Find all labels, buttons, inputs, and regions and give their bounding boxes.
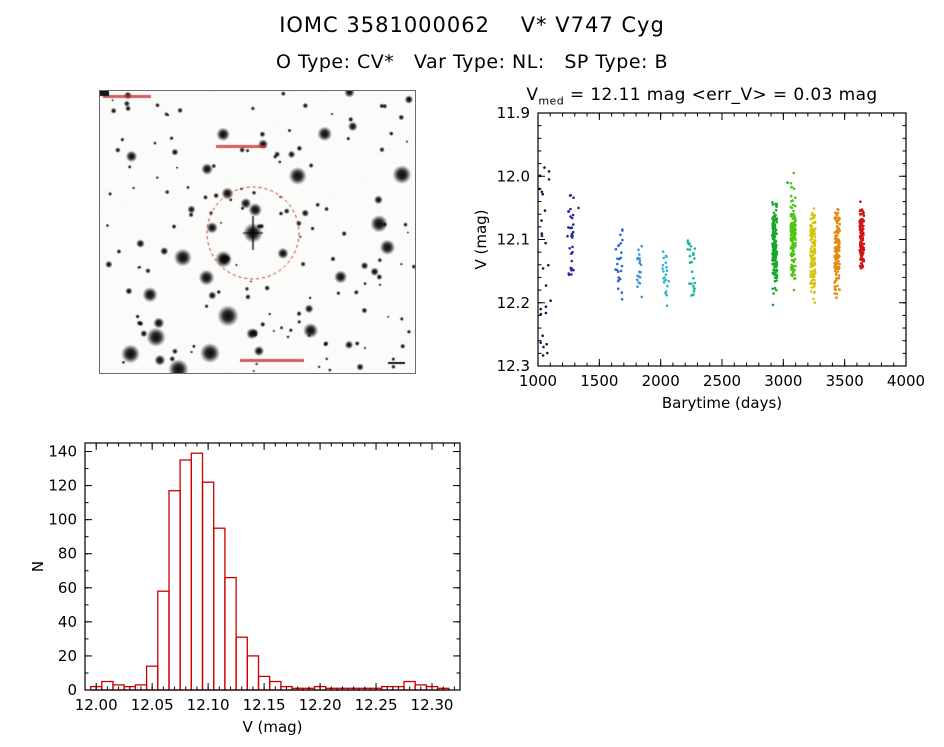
svg-text:80: 80 xyxy=(58,545,77,563)
finder-chart xyxy=(99,90,416,374)
svg-text:100: 100 xyxy=(48,511,77,529)
light-curve-points xyxy=(538,166,866,357)
epoch-cluster xyxy=(661,250,671,307)
svg-text:120: 120 xyxy=(48,477,77,495)
svg-text:2000: 2000 xyxy=(642,372,680,390)
axes xyxy=(84,442,461,691)
light-curve-title: Vmed = 12.11 mag <err_V> = 0.03 mag xyxy=(460,85,944,107)
svg-text:12.0: 12.0 xyxy=(497,167,530,185)
svg-text:20: 20 xyxy=(58,647,77,665)
svg-text:12.3: 12.3 xyxy=(497,357,530,375)
svg-text:N: N xyxy=(30,561,47,572)
svg-text:3500: 3500 xyxy=(826,372,864,390)
axis-labels: 1000 1500 2000 2500 3000 3500 4000 11.9 12.0 12.1… xyxy=(472,105,925,412)
epoch-cluster xyxy=(789,182,797,292)
svg-text:11.9: 11.9 xyxy=(497,105,530,122)
svg-text:12.10: 12.10 xyxy=(187,696,230,714)
svg-text:1500: 1500 xyxy=(580,372,618,390)
svg-text:4000: 4000 xyxy=(887,372,925,390)
epoch-cluster xyxy=(858,200,866,270)
epoch-cluster xyxy=(809,207,817,304)
svg-text:12.2: 12.2 xyxy=(497,294,530,312)
svg-text:12.05: 12.05 xyxy=(131,696,174,714)
axes xyxy=(537,112,907,367)
svg-text:V (mag): V (mag) xyxy=(242,718,302,736)
epoch-cluster xyxy=(635,244,644,299)
svg-text:12.1: 12.1 xyxy=(497,231,530,249)
svg-text:3000: 3000 xyxy=(764,372,802,390)
svg-text:40: 40 xyxy=(58,613,77,631)
finder-chart-image xyxy=(99,90,416,374)
svg-text:12.20: 12.20 xyxy=(299,696,342,714)
svg-text:60: 60 xyxy=(58,579,77,597)
svg-text:Barytime (days): Barytime (days) xyxy=(662,394,782,412)
svg-text:12.15: 12.15 xyxy=(243,696,286,714)
outlier-points xyxy=(538,171,796,349)
svg-text:12.30: 12.30 xyxy=(411,696,454,714)
svg-text:12.00: 12.00 xyxy=(75,696,118,714)
svg-text:1000: 1000 xyxy=(519,372,557,390)
histogram-bar-fills xyxy=(90,453,449,690)
histogram-bars xyxy=(89,452,450,691)
svg-text:12.25: 12.25 xyxy=(355,696,398,714)
epoch-cluster xyxy=(614,228,624,301)
epoch-cluster xyxy=(566,194,575,277)
page-title: IOMC 3581000062 V* V747 Cyg xyxy=(279,13,665,37)
svg-text:V (mag): V (mag) xyxy=(472,209,490,269)
svg-text:140: 140 xyxy=(48,443,77,461)
light-curve-plot: 1000 1500 2000 2500 3000 3500 4000 11.9 12.0 12.1… xyxy=(472,105,925,412)
light-curve-title-prefix: V xyxy=(526,85,539,105)
epoch-cluster xyxy=(833,208,842,299)
svg-text:2500: 2500 xyxy=(703,372,741,390)
axis-labels: 12.00 12.05 12.10 12.15 12.20 12.25 12.30 0 20 40… xyxy=(30,443,453,736)
svg-text:0: 0 xyxy=(67,681,77,699)
epoch-cluster xyxy=(686,239,697,297)
magnitude-histogram-plot: 12.00 12.05 12.10 12.15 12.20 12.25 12.30 0 20 40… xyxy=(30,442,461,736)
light-curve-title-rest: = 12.11 mag <err_V> = 0.03 mag xyxy=(564,85,878,105)
epoch-cluster xyxy=(771,201,779,307)
light-curve-title-subscript: med xyxy=(538,94,565,108)
page-subtitle: O Type: CV* Var Type: NL: SP Type: B xyxy=(275,51,669,73)
epoch-cluster xyxy=(538,166,552,357)
